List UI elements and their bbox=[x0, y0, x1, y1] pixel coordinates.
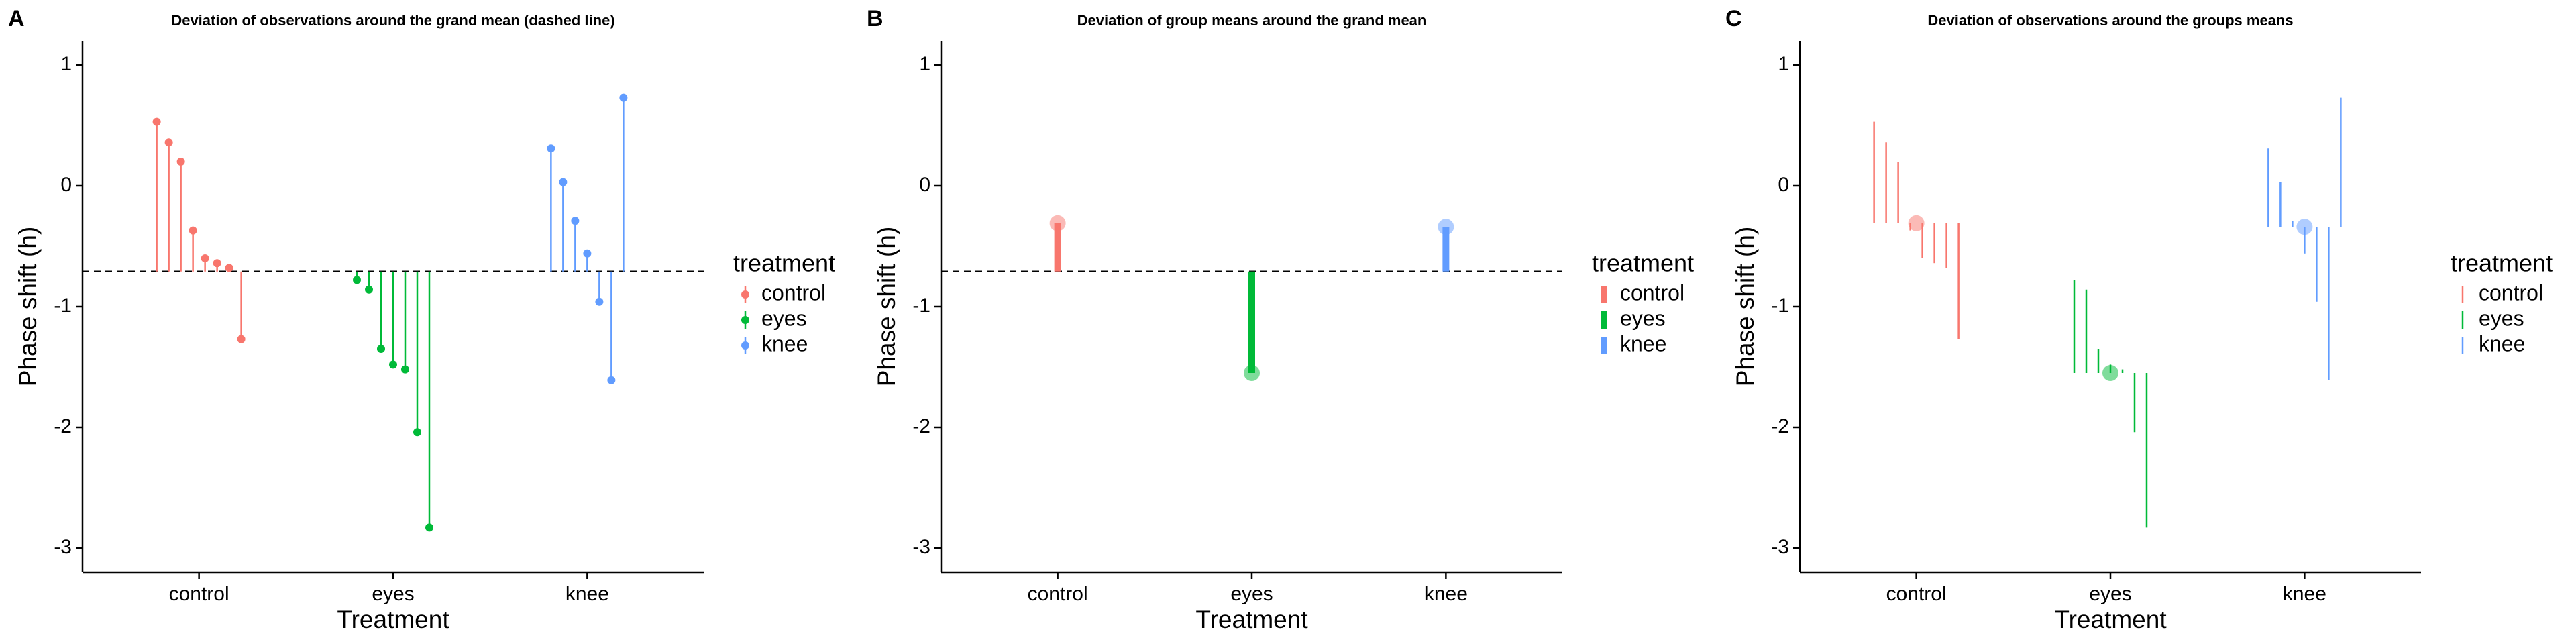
observation-point bbox=[547, 144, 555, 153]
legend-label: knee bbox=[2479, 331, 2525, 356]
legend-label: knee bbox=[1620, 331, 1666, 356]
x-tick-label: knee bbox=[1424, 583, 1468, 605]
legend-title: treatment bbox=[1592, 250, 1694, 277]
y-tick-label: -2 bbox=[912, 415, 930, 437]
panel-label: C bbox=[1725, 6, 1742, 32]
y-tick-label: 0 bbox=[60, 174, 72, 196]
observation-point bbox=[213, 259, 221, 268]
x-tick-label: knee bbox=[566, 583, 609, 605]
x-axis-label: Treatment bbox=[337, 606, 449, 633]
y-axis-label: Phase shift (h) bbox=[14, 227, 42, 387]
chart-title: Deviation of observations around the gra… bbox=[171, 12, 614, 29]
legend-key-point bbox=[741, 290, 749, 299]
legend-label: eyes bbox=[2479, 306, 2524, 330]
x-tick-label: eyes bbox=[1230, 583, 1273, 605]
legend-label: knee bbox=[761, 331, 808, 356]
x-axis-label: Treatment bbox=[1195, 606, 1308, 633]
x-tick-label: eyes bbox=[2089, 583, 2131, 605]
legend-label: control bbox=[1620, 280, 1684, 305]
group-mean-point bbox=[1049, 215, 1066, 231]
observation-point bbox=[377, 345, 385, 353]
observation-point bbox=[401, 365, 409, 374]
group-mean-point bbox=[1438, 219, 1454, 235]
observation-point bbox=[583, 249, 592, 258]
legend-label: control bbox=[761, 280, 826, 305]
observation-point bbox=[389, 360, 397, 369]
observation-point bbox=[425, 523, 433, 532]
group-mean-point bbox=[2102, 365, 2118, 381]
legend-label: control bbox=[2479, 280, 2543, 305]
observation-point bbox=[619, 93, 628, 102]
observation-point bbox=[176, 158, 185, 166]
group-mean-point bbox=[2296, 219, 2313, 235]
y-axis-label: Phase shift (h) bbox=[873, 227, 900, 387]
x-tick-label: control bbox=[1886, 583, 1947, 605]
legend-key bbox=[1601, 337, 1607, 354]
y-tick-label: -1 bbox=[54, 294, 72, 317]
y-tick-label: -2 bbox=[54, 415, 72, 437]
group-mean-point bbox=[1908, 215, 1925, 231]
legend-key bbox=[1601, 286, 1607, 303]
x-axis-label: Treatment bbox=[2054, 606, 2167, 633]
y-tick-label: -3 bbox=[54, 536, 72, 558]
observation-point bbox=[559, 178, 568, 186]
chart-title: Deviation of group means around the gran… bbox=[1077, 12, 1427, 29]
legend-key-point bbox=[741, 341, 749, 350]
observation-point bbox=[237, 335, 246, 343]
legend-title: treatment bbox=[2451, 250, 2553, 277]
legend-key bbox=[1601, 311, 1607, 329]
panel: C Deviation of observations around the gr… bbox=[1725, 6, 2553, 633]
observation-point bbox=[607, 376, 616, 384]
x-tick-label: control bbox=[169, 583, 229, 605]
y-tick-label: -2 bbox=[1771, 415, 1789, 437]
y-tick-label: -1 bbox=[912, 294, 930, 317]
y-tick-label: 1 bbox=[60, 53, 72, 75]
observation-point bbox=[413, 428, 421, 437]
observation-point bbox=[353, 276, 361, 284]
y-tick-label: 1 bbox=[1778, 53, 1789, 75]
observation-point bbox=[189, 226, 197, 235]
panel: A Deviation of observations around the gr… bbox=[8, 6, 835, 633]
legend-key-point bbox=[741, 316, 749, 324]
panel-label: B bbox=[867, 6, 883, 32]
y-tick-label: 1 bbox=[919, 53, 930, 75]
legend-label: eyes bbox=[761, 306, 807, 330]
panel: B Deviation of group means around the gra… bbox=[867, 6, 1694, 633]
observation-point bbox=[152, 117, 161, 126]
observation-point bbox=[201, 254, 209, 262]
y-axis-label: Phase shift (h) bbox=[1731, 227, 1759, 387]
legend-title: treatment bbox=[733, 250, 835, 277]
x-tick-label: control bbox=[1028, 583, 1088, 605]
x-tick-label: eyes bbox=[372, 583, 414, 605]
observation-point bbox=[571, 217, 580, 225]
y-tick-label: 0 bbox=[1778, 174, 1789, 196]
x-tick-label: knee bbox=[2283, 583, 2326, 605]
y-tick-label: -3 bbox=[912, 536, 930, 558]
legend-label: eyes bbox=[1620, 306, 1666, 330]
y-tick-label: -1 bbox=[1771, 294, 1789, 317]
observation-point bbox=[595, 297, 604, 306]
y-tick-label: -3 bbox=[1771, 536, 1789, 558]
observation-point bbox=[225, 264, 233, 272]
y-tick-label: 0 bbox=[919, 174, 930, 196]
observation-point bbox=[164, 138, 173, 147]
chart-title: Deviation of observations around the gro… bbox=[1927, 12, 2293, 29]
observation-point bbox=[365, 285, 373, 294]
group-mean-point bbox=[1244, 365, 1260, 381]
panel-label: A bbox=[8, 6, 25, 32]
